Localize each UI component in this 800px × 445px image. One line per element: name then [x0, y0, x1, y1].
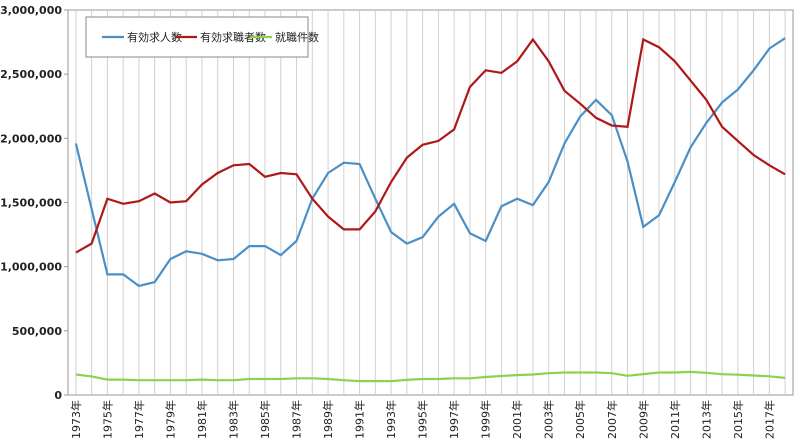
- y-tick-label: 0: [54, 389, 62, 402]
- x-tick-label: 2007年: [605, 400, 619, 439]
- x-tick-label: 2017年: [762, 400, 776, 439]
- series-line: [75, 370, 786, 383]
- x-tick-label: 1979年: [163, 400, 177, 439]
- x-tick-label: 1973年: [69, 400, 83, 439]
- series-line: [75, 37, 786, 254]
- x-tick-label: 2013年: [699, 400, 713, 439]
- y-tick-label: 2,500,000: [0, 68, 62, 81]
- x-tick-label: 2015年: [731, 400, 745, 439]
- x-tick-label: 1995年: [416, 400, 430, 439]
- x-tick-label: 1975年: [100, 400, 114, 439]
- x-tick-label: 1977年: [132, 400, 146, 439]
- x-tick-label: 2005年: [573, 400, 587, 439]
- series-line: [74, 37, 786, 288]
- x-tick-label: 1985年: [258, 400, 272, 439]
- x-tick-label: 1997年: [447, 400, 461, 439]
- plot-area: [67, 9, 794, 396]
- y-tick-label: 3,000,000: [0, 4, 62, 17]
- x-tick-label: 2001年: [510, 400, 524, 439]
- x-tick-label: 1987年: [290, 400, 304, 439]
- x-tick-label: 2009年: [636, 400, 650, 439]
- y-tick-label: 500,000: [12, 325, 62, 338]
- y-tick-label: 1,500,000: [0, 197, 62, 210]
- x-tick-label: 1989年: [321, 400, 335, 439]
- x-tick-label: 2003年: [542, 400, 556, 439]
- y-tick-label: 1,000,000: [0, 261, 62, 274]
- x-tick-label: 1993年: [384, 400, 398, 439]
- x-tick-label: 1983年: [226, 400, 240, 439]
- legend-label: 有効求人数: [127, 30, 182, 44]
- y-tick-label: 2,000,000: [0, 132, 62, 145]
- x-tick-label: 1981年: [195, 400, 209, 439]
- x-tick-label: 2011年: [668, 400, 682, 439]
- legend-label: 就職件数: [275, 30, 319, 44]
- x-tick-label: 1999年: [479, 400, 493, 439]
- x-tick-label: 1991年: [353, 400, 367, 439]
- legend-label: 有効求職者数: [200, 30, 266, 44]
